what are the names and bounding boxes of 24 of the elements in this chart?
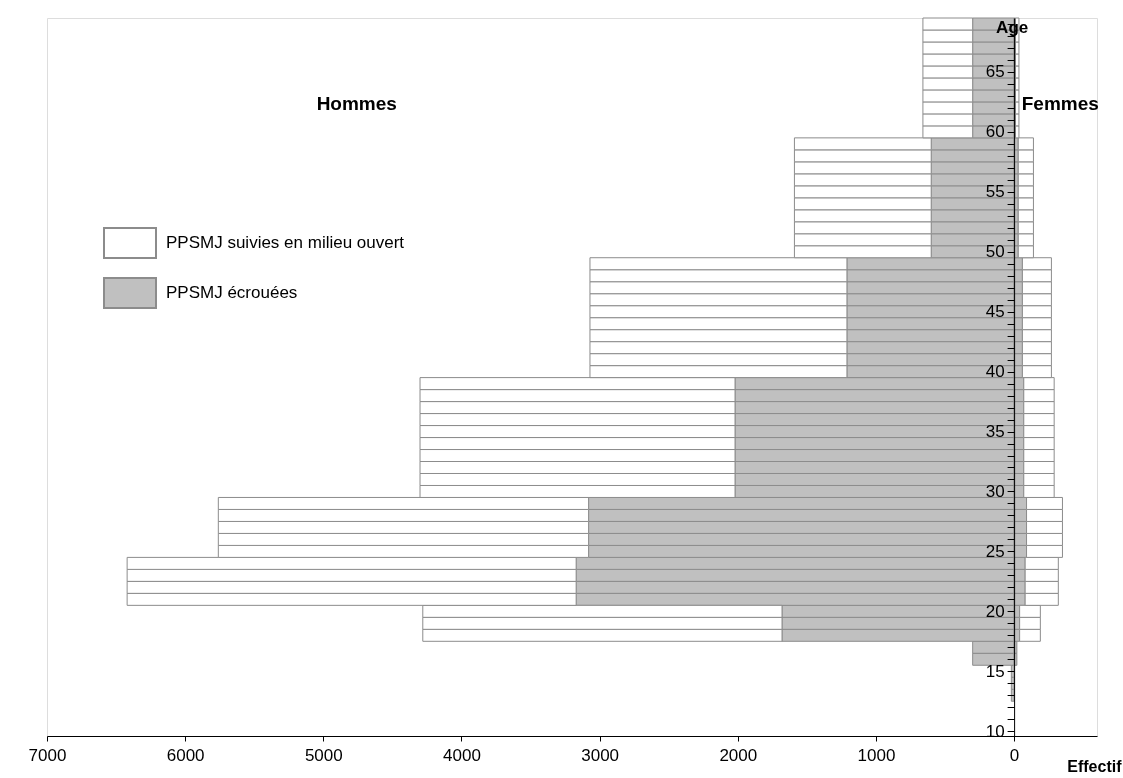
x-tick-label: 1000 — [857, 745, 896, 765]
annotation: Femmes — [1021, 93, 1099, 115]
legend-label: PPSMJ suivies en milieu ouvert — [166, 233, 405, 252]
y-tick-label: 45 — [985, 302, 1005, 322]
x-tick-label: 5000 — [304, 745, 343, 765]
y-tick-label: 25 — [985, 541, 1005, 561]
x-tick-label: 7000 — [28, 745, 67, 765]
y-tick-label: 40 — [985, 362, 1005, 382]
x-tick-label: 4000 — [443, 745, 481, 765]
x-tick-label: 0 — [1009, 745, 1020, 765]
x-tick-label: 3000 — [581, 745, 620, 765]
x-axis-title: Effectif — [1067, 757, 1123, 775]
y-tick-label: 55 — [985, 182, 1005, 202]
x-tick-label: 6000 — [166, 745, 205, 765]
y-tick-label: 65 — [985, 62, 1005, 82]
y-tick-label: 30 — [985, 481, 1005, 501]
y-tick-label: 20 — [985, 601, 1005, 621]
x-tick-label: 2000 — [719, 745, 758, 765]
y-tick-label: 50 — [985, 242, 1005, 262]
legend-label: PPSMJ écrouées — [166, 283, 298, 302]
y-tick-label: 60 — [985, 122, 1005, 142]
y-tick-label: 15 — [985, 661, 1005, 681]
annotation: Hommes — [316, 93, 397, 115]
y-tick-label: 35 — [985, 422, 1005, 442]
